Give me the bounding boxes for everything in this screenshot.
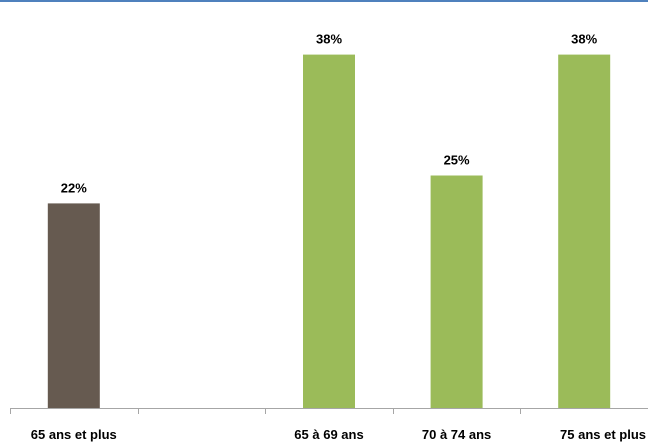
category-label-65-ans-et-plus: 65 ans et plus [31, 427, 117, 442]
value-label-65-ans-et-plus: 22% [61, 180, 87, 195]
category-label-65-a-69-ans: 65 à 69 ans [294, 427, 363, 442]
x-axis [10, 408, 648, 414]
category-label-70-a-74-ans: 70 à 74 ans [422, 427, 491, 442]
bar-65-ans-et-plus [47, 203, 100, 408]
value-label-70-a-74-ans: 25% [444, 153, 470, 168]
bars-group [47, 54, 611, 408]
top-border [0, 0, 648, 2]
bar-70-a-74-ans [430, 175, 483, 408]
value-labels-group: 22% 38% 25% 38% [61, 32, 598, 196]
category-label-75-ans-et-plus: 75 ans et plus [560, 427, 646, 442]
bar-75-ans-et-plus [558, 54, 611, 408]
value-label-75-ans-et-plus: 38% [571, 32, 597, 47]
bar-65-a-69-ans [303, 54, 355, 408]
category-labels-group: 65 ans et plus 65 à 69 ans 70 à 74 ans 75 a… [31, 427, 646, 442]
value-label-65-a-69-ans: 38% [316, 32, 342, 47]
